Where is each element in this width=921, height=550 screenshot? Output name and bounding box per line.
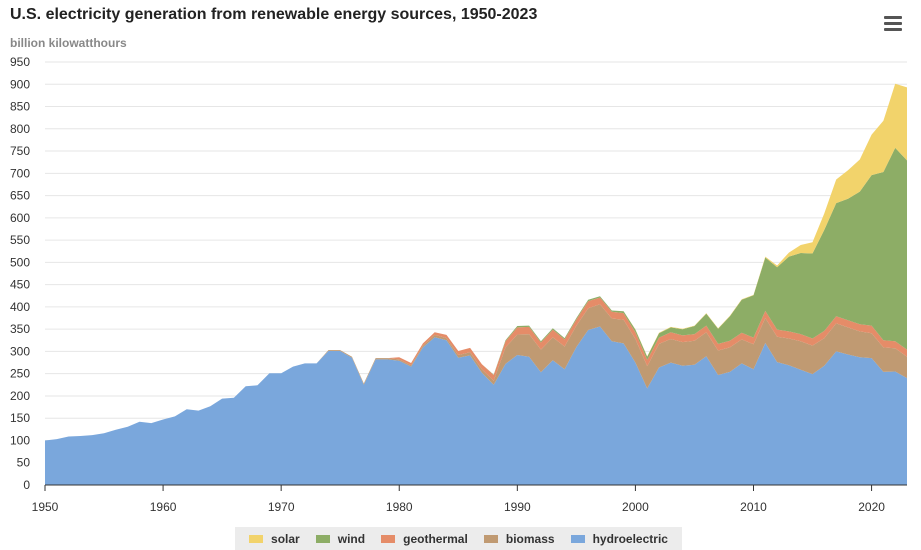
y-axis: 0 50 100 150 200 250 300 350 400 450 500 550 600 650 7…: [10, 55, 30, 492]
y-tick-label-450: 450: [10, 278, 30, 292]
legend-item-hydroelectric[interactable]: hydroelectric: [570, 531, 668, 546]
menu-bar: [884, 16, 902, 19]
menu-bar: [884, 22, 902, 25]
y-tick-label-750: 750: [10, 144, 30, 158]
y-tick-label-600: 600: [10, 211, 30, 225]
y-tick-label-0: 0: [23, 478, 30, 492]
legend-swatch-geothermal: [381, 534, 396, 543]
x-tick-label-1960: 1960: [150, 500, 177, 514]
legend-item-geothermal[interactable]: geothermal: [381, 532, 468, 546]
x-tick-label-1970: 1970: [268, 500, 295, 514]
y-tick-label-900: 900: [10, 77, 30, 91]
legend-label-biomass: biomass: [505, 531, 555, 546]
x-tick-label-1980: 1980: [386, 500, 413, 514]
y-tick-label-500: 500: [10, 255, 30, 269]
hamburger-menu-icon[interactable]: [884, 16, 902, 31]
y-tick-label-700: 700: [10, 166, 30, 180]
x-tick-label-2010: 2010: [740, 500, 767, 514]
area-series-hydroelectric: [45, 326, 907, 485]
x-tick-label-2000: 2000: [622, 500, 649, 514]
legend-swatch-wind: [315, 534, 330, 543]
menu-bar: [884, 28, 902, 31]
chart-title: U.S. electricity generation from renewab…: [10, 6, 538, 23]
legend-item-solar[interactable]: solar: [249, 532, 300, 546]
legend-label-solar: solar: [271, 531, 300, 546]
y-tick-label-850: 850: [10, 100, 30, 114]
y-tick-label-650: 650: [10, 189, 30, 203]
y-tick-label-300: 300: [10, 344, 30, 358]
y-tick-label-250: 250: [10, 367, 30, 381]
legend-label-wind: wind: [337, 531, 366, 546]
chart-subtitle: billion kilowatthours: [10, 36, 127, 50]
legend-swatch-biomass: [483, 534, 498, 543]
legend-item-wind[interactable]: wind: [315, 531, 366, 546]
y-tick-label-950: 950: [10, 55, 30, 69]
legend-item-biomass[interactable]: biomass: [483, 531, 555, 546]
y-tick-label-350: 350: [10, 322, 30, 336]
legend-swatch-hydroelectric: [570, 534, 585, 543]
legend-label-hydroelectric: hydroelectric: [592, 531, 668, 546]
stacked-areas: [45, 83, 907, 485]
x-tick-label-1950: 1950: [32, 500, 59, 514]
y-tick-label-200: 200: [10, 389, 30, 403]
x-tick-label-2020: 2020: [858, 500, 885, 514]
y-tick-label-800: 800: [10, 122, 30, 136]
x-tick-label-1990: 1990: [504, 500, 531, 514]
legend: solar wind geothermal biomass hydroelect…: [235, 527, 682, 550]
y-tick-label-550: 550: [10, 233, 30, 247]
y-tick-label-400: 400: [10, 300, 30, 314]
x-axis: 1950 1960 1970 1980 1990 2000 2010 2020: [32, 484, 907, 514]
y-tick-label-50: 50: [17, 456, 31, 470]
y-tick-label-150: 150: [10, 411, 30, 425]
y-tick-label-100: 100: [10, 433, 30, 447]
legend-swatch-solar: [249, 534, 264, 543]
legend-label-geothermal: geothermal: [403, 531, 468, 546]
